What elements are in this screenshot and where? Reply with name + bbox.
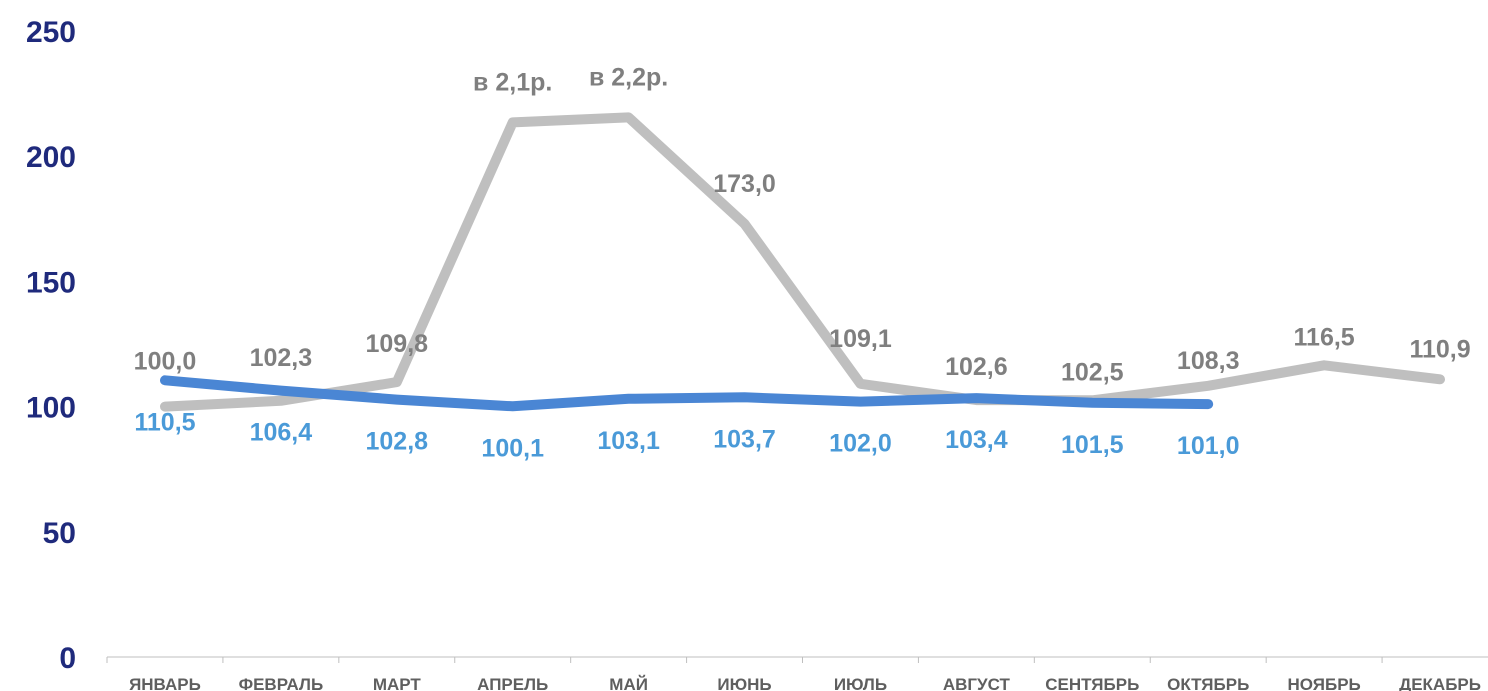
x-tick-label: ОКТЯБРЬ bbox=[1167, 675, 1249, 691]
y-tick-label: 150 bbox=[26, 266, 76, 299]
y-tick-label: 250 bbox=[26, 16, 76, 49]
x-tick-label: АВГУСТ bbox=[943, 675, 1011, 691]
y-axis: 0 50 100 150 200 250 bbox=[26, 16, 76, 675]
x-tick-label: ФЕВРАЛЬ bbox=[239, 675, 324, 691]
data-label: 108,3 bbox=[1177, 347, 1240, 375]
y-tick-label: 100 bbox=[26, 392, 76, 425]
data-label: 102,8 bbox=[366, 428, 429, 456]
data-label: 100,1 bbox=[481, 434, 544, 462]
x-tick-label: ИЮЛЬ bbox=[834, 675, 887, 691]
data-label: 110,5 bbox=[134, 408, 195, 436]
y-tick-label: 0 bbox=[59, 642, 76, 675]
x-tick-label: НОЯБРЬ bbox=[1287, 675, 1360, 691]
data-label: 109,1 bbox=[829, 325, 892, 353]
series-line-1 bbox=[160, 112, 1445, 412]
data-label: 110,9 bbox=[1409, 335, 1470, 363]
data-label: 102,6 bbox=[945, 353, 1008, 381]
series-lines bbox=[160, 112, 1445, 412]
data-label: 102,5 bbox=[1061, 358, 1124, 386]
data-label: 173,0 bbox=[713, 170, 776, 198]
x-tick-label: СЕНТЯБРЬ bbox=[1045, 675, 1139, 691]
x-tick-label: МАЙ bbox=[609, 675, 648, 691]
data-label: 103,4 bbox=[945, 426, 1008, 454]
series-line-2 bbox=[160, 375, 1214, 412]
data-label: 116,5 bbox=[1294, 323, 1355, 351]
y-tick-label: 50 bbox=[43, 517, 76, 550]
data-label: 102,0 bbox=[829, 430, 892, 458]
x-axis: ЯНВАРЬ ФЕВРАЛЬ МАРТ АПРЕЛЬ МАЙ ИЮНЬ ИЮЛЬ АВГУСТ… bbox=[106, 656, 1488, 691]
x-tick-label: МАРТ bbox=[373, 675, 422, 691]
data-label: 101,0 bbox=[1177, 432, 1240, 460]
data-label: 109,8 bbox=[366, 330, 429, 358]
data-label: в 2,1р. bbox=[473, 68, 552, 96]
data-label: 101,5 bbox=[1061, 431, 1124, 459]
x-tick-label: АПРЕЛЬ bbox=[477, 675, 548, 691]
data-label: 100,0 bbox=[134, 348, 197, 376]
data-labels: 100,0 102,3 109,8 в 2,1р. в 2,2р. 173,0 109,1 1… bbox=[134, 63, 1471, 462]
data-label: в 2,2р. bbox=[589, 63, 668, 91]
x-tick-label: ИЮНЬ bbox=[717, 675, 771, 691]
x-tick-label: ЯНВАРЬ bbox=[129, 675, 201, 691]
data-label: 102,3 bbox=[250, 344, 313, 372]
data-label: 106,4 bbox=[250, 419, 313, 447]
data-label: 103,1 bbox=[597, 427, 660, 455]
data-label: 103,7 bbox=[713, 425, 776, 453]
y-tick-label: 200 bbox=[26, 141, 76, 174]
x-tick-label: ДЕКАБРЬ bbox=[1399, 675, 1481, 691]
